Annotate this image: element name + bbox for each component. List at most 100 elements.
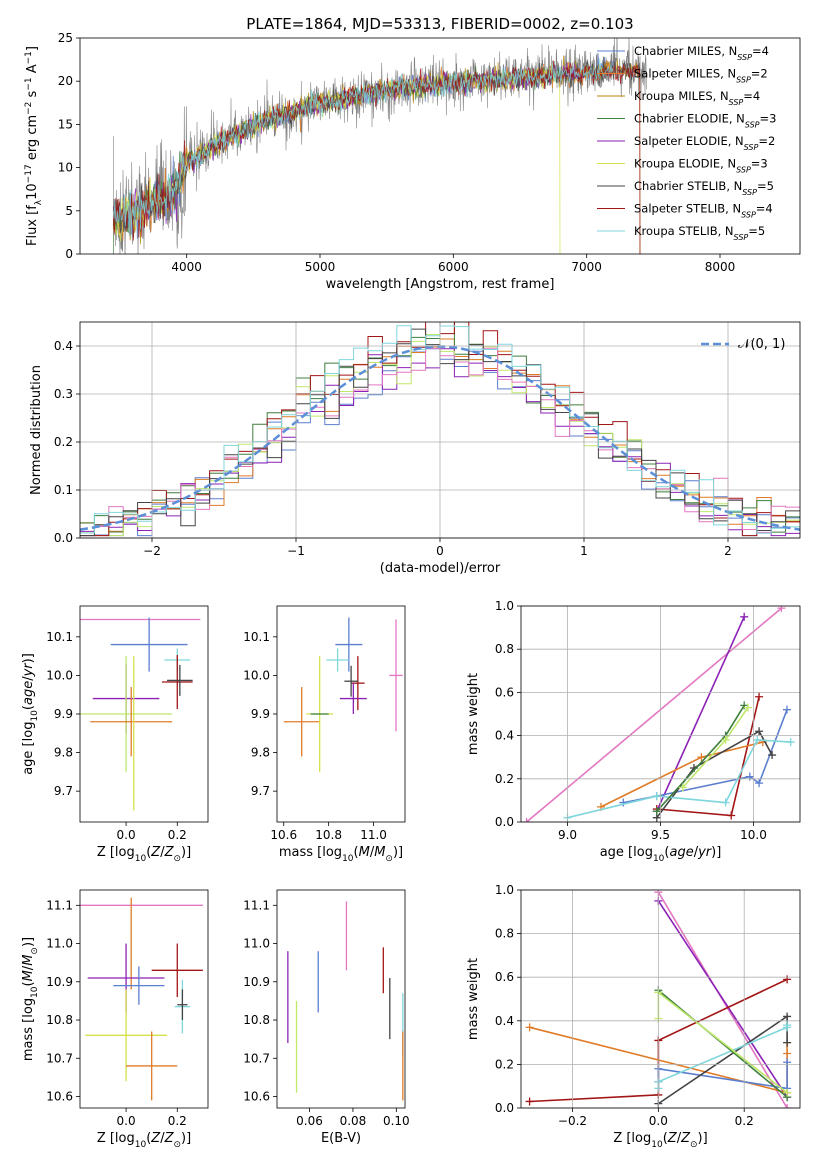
y-tick-label: 0.2: [495, 1057, 514, 1071]
y-tick-label: 11.1: [46, 898, 73, 912]
weight-marker: [783, 1058, 792, 1067]
y-tick-label: 0.2: [495, 772, 514, 786]
legend-label: Chabrier MILES, NSSP=4: [634, 44, 769, 62]
weight-marker: [755, 727, 764, 736]
x-tick-label: 0.2: [168, 828, 187, 842]
weight-vs-age-plot-area: [522, 606, 795, 822]
y-tick-label: 10.6: [243, 1090, 270, 1104]
legend-label: Kroupa STELIB, NSSP=5: [634, 224, 765, 242]
legend-label: Chabrier ELODIE, NSSP=3: [634, 112, 776, 130]
weight-vs-age-axes: 9.0 9.5 10.0 0.0 0.2 0.4 0.6 0.8 1.0 age [log10(a…: [466, 599, 801, 864]
y-tick-label: 5: [65, 204, 73, 218]
y-tick-label: 9.8: [54, 746, 73, 760]
weight-vs-Z-axes: −0.2 0.0 0.2 0.0 0.2 0.4 0.6 0.8 1.0 Z [log10(Z/Z…: [466, 883, 801, 1150]
y-tick-label: 0.6: [495, 685, 514, 699]
x-tick-label: 11.0: [360, 828, 387, 842]
mass-vs-EBV-xlabel: E(B-V): [321, 1131, 361, 1146]
legend-label: Salpeter MILES, NSSP=2: [634, 67, 768, 85]
y-tick-label: 0.2: [54, 435, 73, 449]
y-tick-label: 9.9: [251, 707, 270, 721]
x-tick-label: 1: [580, 544, 588, 558]
weight-marker: [745, 772, 754, 781]
weight-vs-Z-xlabel: Z [log10(Z/Z⊙)]: [613, 1131, 707, 1150]
age-vs-Z-frame: [79, 605, 209, 823]
weight-line: [657, 900, 788, 1098]
x-tick-label: 0.0: [649, 1114, 668, 1128]
y-tick-label: 0.8: [495, 642, 514, 656]
age-vs-mass-plot-area: [283, 617, 403, 772]
weight-marker: [678, 783, 687, 792]
y-tick-label: 10.8: [46, 1013, 73, 1027]
weight-marker: [525, 1097, 534, 1106]
y-tick-label: 1.0: [495, 599, 514, 613]
y-tick-label: 9.7: [54, 784, 73, 798]
weight-marker: [755, 779, 764, 788]
mass-vs-Z-ylabel: mass [log10(M/M⊙)]: [21, 937, 40, 1061]
weight-vs-Z-frame: [520, 889, 801, 1109]
weight-vs-age-xlabel: age [log10(age/yr)]: [600, 845, 722, 864]
weight-line: [656, 730, 773, 819]
weight-marker: [768, 751, 777, 760]
mass-vs-EBV-axes: 0.06 0.08 0.10 10.6 10.7 10.8 10.9 11.0 11.1 E(B-…: [243, 889, 410, 1146]
weight-marker: [727, 811, 736, 820]
age-vs-mass-xlabel: mass [log10(M/M⊙)]: [279, 845, 403, 864]
weight-vs-Z-ylabel: mass weight: [466, 958, 481, 1040]
weight-line: [600, 741, 763, 808]
x-tick-label: 0.2: [735, 1114, 754, 1128]
spectrum-axes: 4000 5000 6000 7000 8000 0 5 10 15 20 25 PLATE=1864…: [24, 15, 801, 292]
weight-marker: [652, 792, 661, 801]
legend-label: Kroupa MILES, NSSP=4: [634, 89, 760, 107]
y-tick-label: 10.1: [243, 630, 270, 644]
weight-marker: [783, 975, 792, 984]
y-tick-label: 0.4: [54, 339, 73, 353]
weight-marker: [755, 692, 764, 701]
y-tick-label: 25: [58, 31, 73, 45]
y-tick-label: 0.3: [54, 387, 73, 401]
y-tick-label: 10.1: [46, 630, 73, 644]
y-tick-label: 0.4: [495, 1014, 514, 1028]
age-vs-Z-ylabel: age [log10(age/yr)]: [21, 653, 40, 775]
spectrum-model-line: [112, 56, 641, 233]
age-vs-Z-axes: 0.0 0.2 9.7 9.8 9.9 10.0 10.1 Z [log10(Z/Z⊙)] ag…: [21, 605, 209, 864]
y-tick-label: 10.7: [243, 1051, 270, 1065]
x-tick-label: 0.0: [117, 828, 136, 842]
weight-marker: [743, 703, 752, 712]
spectrum-frame: [79, 37, 801, 255]
spectrum-model-line: [112, 58, 614, 239]
x-tick-label: 0.10: [383, 1114, 410, 1128]
weight-line: [656, 616, 745, 812]
y-tick-label: 11.0: [243, 937, 270, 951]
age-vs-mass-frame: [276, 605, 406, 823]
x-tick-label: 6000: [438, 260, 469, 274]
spectrum-legend: Chabrier MILES, NSSP=4 Salpeter MILES, NS…: [597, 44, 776, 242]
y-tick-label: 9.7: [251, 784, 270, 798]
legend-label: Chabrier STELIB, NSSP=5: [634, 179, 774, 197]
legend-label: Kroupa ELODIE, NSSP=3: [634, 157, 768, 175]
y-tick-label: 0.1: [54, 483, 73, 497]
x-tick-label: 10.8: [315, 828, 342, 842]
weight-marker: [522, 818, 531, 822]
x-tick-label: 9.0: [558, 828, 577, 842]
weight-line: [657, 990, 788, 1094]
weight-marker: [783, 1088, 792, 1097]
y-tick-label: 0.4: [495, 729, 514, 743]
y-tick-label: 10.8: [243, 1013, 270, 1027]
mass-vs-Z-frame: [79, 889, 209, 1109]
x-tick-label: 5000: [305, 260, 336, 274]
weight-marker: [782, 705, 791, 714]
mass-vs-Z-axes: 0.0 0.2 10.6 10.7 10.8 10.9 11.0 11.1 Z [log10(Z…: [21, 889, 209, 1150]
y-tick-label: 0.0: [495, 1101, 514, 1115]
legend-label: Salpeter ELODIE, NSSP=2: [634, 134, 775, 152]
y-tick-label: 9.8: [251, 746, 270, 760]
spectrum-model-line: [112, 60, 641, 254]
weight-marker: [783, 1104, 792, 1108]
y-tick-label: 0.0: [54, 531, 73, 545]
y-tick-label: 0: [65, 247, 73, 261]
spectrum-data-line: [113, 38, 647, 254]
y-tick-label: 10.0: [46, 668, 73, 682]
y-tick-label: 10.7: [46, 1051, 73, 1065]
x-tick-label: 0.06: [296, 1114, 323, 1128]
x-tick-label: 4000: [171, 260, 202, 274]
x-tick-label: 7000: [571, 260, 602, 274]
